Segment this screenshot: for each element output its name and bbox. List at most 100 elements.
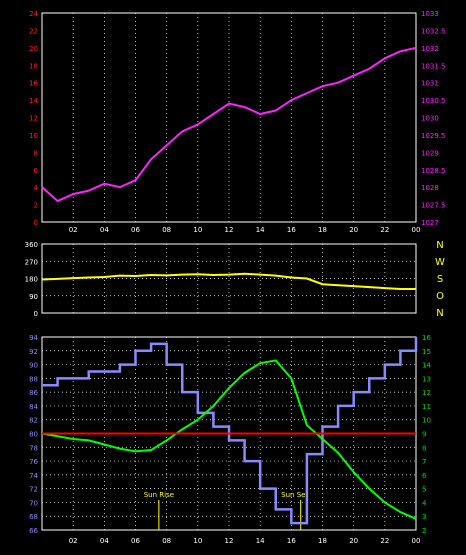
humidity-ytick: 92 [29, 348, 38, 356]
top-xtick: 20 [349, 226, 358, 234]
pressure-ytick: 1031 [421, 80, 439, 88]
direction-ytick: 180 [25, 276, 38, 284]
wind-ytick: 4 [34, 184, 39, 192]
top-xtick: 08 [162, 226, 171, 234]
temperature-ytick: 8 [422, 444, 426, 452]
wind-ytick: 24 [29, 10, 38, 18]
top-xtick: 02 [69, 226, 78, 234]
bot-xtick: 16 [287, 537, 296, 545]
humidity-ytick: 76 [29, 458, 38, 466]
bot-xtick: 22 [380, 537, 389, 545]
bot-xtick: 18 [318, 537, 327, 545]
humidity-ytick: 90 [29, 362, 38, 370]
pressure-ytick: 1030 [421, 115, 439, 123]
top-xtick: 18 [318, 226, 327, 234]
pressure-ytick: 1028.5 [421, 167, 446, 175]
bot-xtick: 00 [412, 537, 421, 545]
wind-ytick: 2 [34, 202, 38, 210]
temperature-ytick: 7 [422, 458, 426, 466]
wind-ytick: 20 [29, 45, 38, 53]
rain-title: Regen [2, 323, 34, 334]
humidity-ytick: 94 [29, 334, 38, 342]
wind-ytick: 10 [29, 132, 38, 140]
pressure-ytick: 1032.5 [421, 27, 446, 35]
pressure-title: Luftdruck [370, 3, 417, 14]
graph-title: 24 hour graph - for 11 November 2022 [174, 2, 369, 13]
humidity-ytick: 68 [29, 513, 38, 521]
temperature-ytick: 9 [422, 431, 426, 439]
top-xtick: 12 [225, 226, 234, 234]
pressure-ytick: 1029 [421, 149, 439, 157]
wind-ytick: 18 [29, 62, 38, 70]
humidity-ytick: 84 [29, 403, 38, 411]
top-xtick: 10 [193, 226, 202, 234]
pressure-ytick: 1030.5 [421, 97, 446, 105]
humidity-ytick: 70 [29, 499, 38, 507]
pressure-ytick: 1029.5 [421, 132, 446, 140]
temperature-line [41, 359, 417, 520]
humidity-ytick: 74 [29, 472, 38, 480]
pressure-ytick: 1033 [421, 10, 439, 18]
humidity-ytick: 88 [29, 375, 38, 383]
sunrise-label: Sun Rise [144, 491, 174, 499]
wind-ytick: 12 [29, 115, 38, 123]
temperature-ytick: 10 [422, 417, 431, 425]
humidity-ytick: 66 [29, 527, 38, 535]
bot-xtick: 02 [69, 537, 78, 545]
pressure-ytick: 1028 [421, 184, 439, 192]
temperature-ytick: 16 [422, 334, 431, 342]
humidity-temperature-chart: 02 04 06 08 10 12 14 16 18 20 22 006668707274767880… [29, 334, 431, 545]
wind-ytick: 8 [34, 149, 38, 157]
temperature-ytick: 13 [422, 375, 431, 383]
humidity-ytick: 72 [29, 486, 38, 494]
bot-xtick: 12 [225, 537, 234, 545]
direction-ytick: 270 [25, 258, 38, 266]
top-xtick: 06 [131, 226, 140, 234]
sunset-label: Sun Set [281, 491, 308, 499]
top-xtick: 22 [380, 226, 389, 234]
wind-ytick: 0 [34, 219, 38, 227]
compass-letter: N [436, 240, 443, 251]
direction-ytick: 360 [25, 241, 38, 249]
top-xtick: 16 [287, 226, 296, 234]
compass-letter: S [437, 274, 443, 285]
compass-letter: N [436, 308, 443, 319]
humidity-ytick: 80 [29, 431, 38, 439]
top-xtick: 04 [100, 226, 109, 234]
bot-xtick: 04 [100, 537, 109, 545]
humidity-ytick: 86 [29, 389, 38, 397]
temperature-ytick: 6 [422, 472, 427, 480]
wind-ytick: 6 [34, 167, 39, 175]
temperature-ytick: 11 [422, 403, 431, 411]
bot-xtick: 10 [193, 537, 202, 545]
temperature-ytick: 15 [422, 348, 431, 356]
compass-letter: W [435, 257, 445, 268]
pressure-ytick: 1027 [421, 219, 439, 227]
humidity-title: Luftfeuchte [66, 323, 123, 334]
bot-xtick: 20 [349, 537, 358, 545]
humidity-ytick: 78 [29, 444, 38, 452]
temperature-ytick: 4 [422, 499, 427, 507]
pressure-ytick: 1027.5 [421, 202, 446, 210]
mid-bg [42, 244, 416, 313]
pressure-ytick: 1032 [421, 45, 439, 53]
wind-direction-chart: 0 90 180 270 360 [25, 241, 417, 318]
top-xtick: 14 [256, 226, 265, 234]
wind-title: Windstärke [36, 3, 92, 14]
temperature-title: Temperatur [311, 323, 370, 334]
temperature-ytick: 2 [422, 527, 426, 535]
wind-ytick: 16 [29, 80, 38, 88]
temperature-ytick: 3 [422, 513, 426, 521]
direction-line [41, 272, 416, 291]
temperature-ytick: 5 [422, 486, 426, 494]
direction-ytick: 0 [34, 310, 38, 318]
bot-xtick: 08 [162, 537, 171, 545]
temperature-ytick: 14 [422, 362, 431, 370]
wind-ytick: 22 [29, 27, 38, 35]
pressure-ytick: 1031.5 [421, 62, 446, 70]
direction-ytick: 90 [29, 293, 38, 301]
pressure-line [41, 46, 417, 203]
humidity-line [42, 337, 418, 525]
